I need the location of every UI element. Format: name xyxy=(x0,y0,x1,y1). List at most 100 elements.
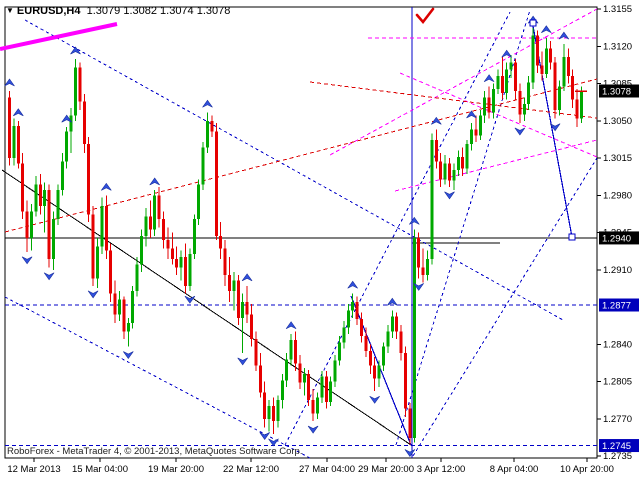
candle xyxy=(373,365,377,379)
time-tick-label: 27 Mar 04:00 xyxy=(299,464,355,475)
candle xyxy=(170,248,174,260)
candle xyxy=(12,126,16,159)
trend-line xyxy=(395,9,531,446)
trend-line xyxy=(394,139,598,192)
candle xyxy=(382,346,385,366)
candle xyxy=(518,91,522,115)
candle xyxy=(263,392,267,419)
chart-title: ▼ EURUSD,H4 1.3079 1.3082 1.3074 1.3078 xyxy=(6,5,230,17)
price-tick-label: 1.3155 xyxy=(603,4,632,15)
trend-line xyxy=(329,8,598,156)
candle xyxy=(285,359,289,381)
candle xyxy=(536,35,539,66)
fractal-up-arrow xyxy=(61,114,72,123)
candle xyxy=(34,184,38,212)
candle xyxy=(267,406,271,419)
candle xyxy=(214,131,218,236)
fractal-up-arrow xyxy=(202,99,213,108)
candle xyxy=(421,267,425,276)
candle xyxy=(258,365,262,393)
price-tick-label: 1.2980 xyxy=(603,190,632,201)
price-tick-label: 1.3015 xyxy=(603,153,632,164)
time-tick-label: 29 Mar 20:00 xyxy=(358,464,414,475)
candle xyxy=(302,374,306,383)
candle xyxy=(558,86,561,111)
trend-line xyxy=(412,157,598,457)
candle xyxy=(38,184,42,206)
candle xyxy=(96,246,99,279)
price-axis: 1.3155 1.3120 1.3085 1.3050 1.3015 1.2980 1.29… xyxy=(597,4,639,462)
time-tick-label: 8 Apr 04:00 xyxy=(490,464,539,475)
candle xyxy=(60,161,64,191)
candle xyxy=(390,316,394,332)
candle xyxy=(443,163,447,180)
candle xyxy=(56,190,60,219)
candle xyxy=(192,218,196,254)
candle xyxy=(461,157,465,169)
candle xyxy=(184,257,187,286)
fractal-down-arrow xyxy=(237,357,248,366)
fractal-up-arrow xyxy=(347,280,358,289)
symbol-timeframe-label: EURUSD,H4 xyxy=(16,5,81,17)
candle xyxy=(408,408,412,439)
candle xyxy=(175,259,179,268)
candle xyxy=(131,291,135,324)
candle xyxy=(426,259,429,276)
fractal-down-arrow xyxy=(404,449,416,457)
candle xyxy=(316,397,319,414)
candle xyxy=(324,376,328,402)
trend-line xyxy=(4,296,311,459)
candle xyxy=(346,310,350,328)
fractal-up-arrow xyxy=(241,273,253,282)
candle xyxy=(179,257,183,268)
ohlc-values: 1.3079 1.3082 1.3074 1.3078 xyxy=(86,5,231,17)
time-tick-label: 19 Mar 20:00 xyxy=(148,464,204,475)
price-tick-label: 1.2805 xyxy=(603,377,632,388)
price-level-badge xyxy=(599,231,639,245)
candle xyxy=(342,327,346,343)
candle xyxy=(122,299,126,332)
candle xyxy=(553,62,557,111)
fractal-up-arrow xyxy=(483,74,495,83)
candle xyxy=(549,48,553,63)
candle xyxy=(496,76,500,89)
trend-line xyxy=(4,78,598,233)
candle xyxy=(500,76,504,94)
candle xyxy=(364,335,368,351)
candle xyxy=(395,316,399,332)
fractal-down-arrow xyxy=(43,272,55,281)
candle xyxy=(113,293,117,315)
candle xyxy=(448,163,451,181)
candle xyxy=(522,103,526,115)
candle xyxy=(456,157,460,170)
fractal-up-arrow xyxy=(285,321,297,330)
price-tick-label: 1.2770 xyxy=(603,414,632,425)
candle xyxy=(74,67,77,116)
price-badge-label: 1.2877 xyxy=(602,301,631,312)
candle xyxy=(25,211,29,238)
candle xyxy=(399,331,403,353)
candle xyxy=(280,380,284,400)
candle xyxy=(30,211,33,238)
candle xyxy=(514,62,517,91)
candle xyxy=(228,275,231,292)
candle xyxy=(509,62,513,70)
fractal-arrows xyxy=(4,15,570,457)
candle xyxy=(527,82,531,104)
candle xyxy=(87,144,91,215)
candle xyxy=(430,139,434,260)
fractal-up-arrow xyxy=(101,182,112,191)
candle xyxy=(483,97,487,116)
copyright-watermark: RoboForex - MetaTrader 4, © 2001-2013, M… xyxy=(7,446,303,457)
fractal-down-arrow xyxy=(307,425,319,434)
candle xyxy=(434,139,438,162)
candle xyxy=(368,350,372,366)
object-markers xyxy=(415,7,587,241)
fractal-down-arrow xyxy=(444,191,455,200)
candle xyxy=(206,120,209,148)
candle xyxy=(104,205,108,251)
candle xyxy=(562,56,566,87)
check-mark-icon xyxy=(415,7,435,25)
